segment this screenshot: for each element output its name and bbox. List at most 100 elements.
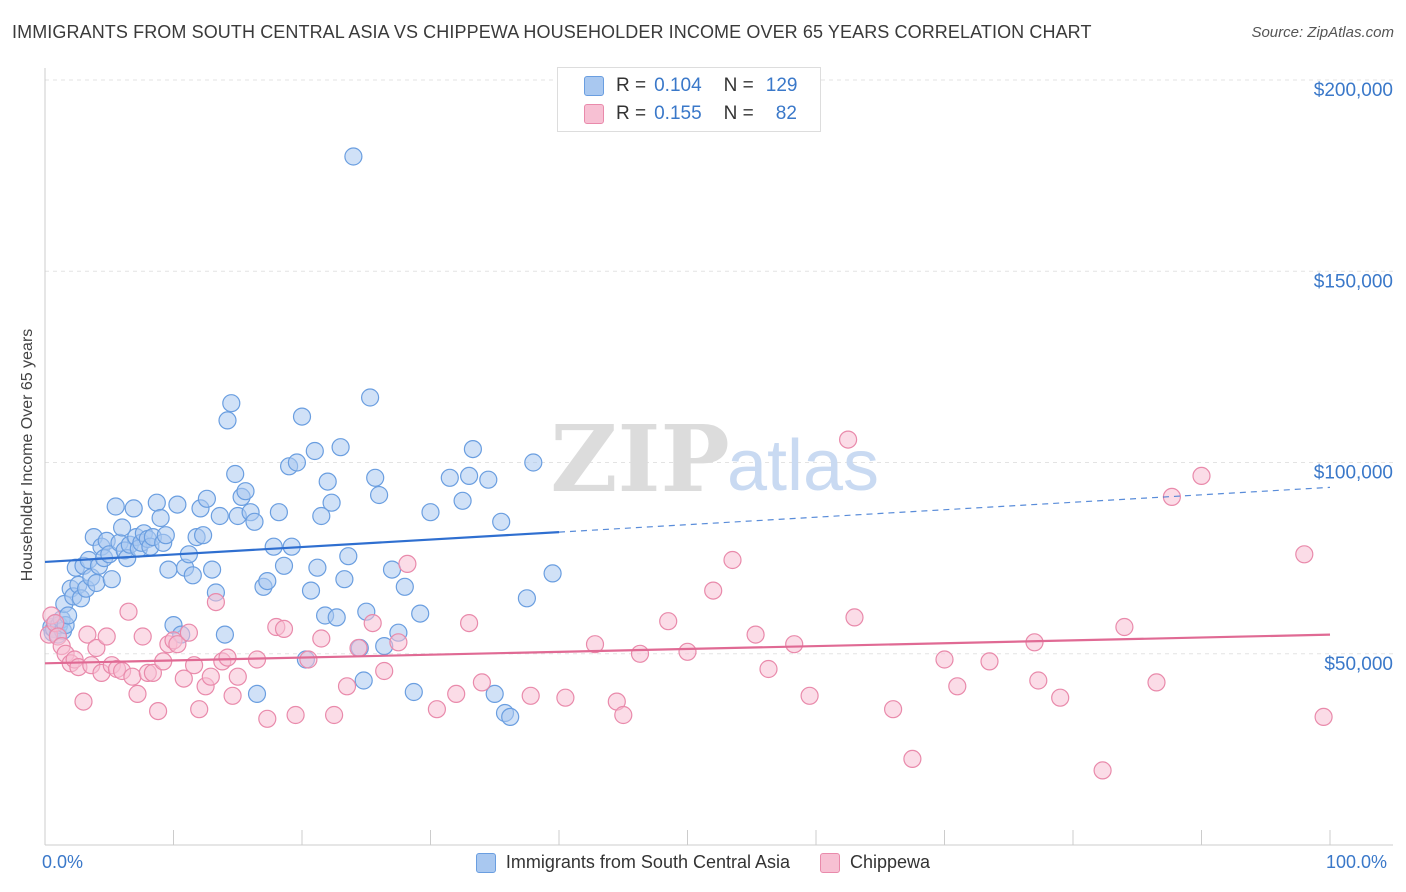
data-point-chippewa <box>389 633 408 652</box>
legend-label-south-central-asia: Immigrants from South Central Asia <box>505 852 791 872</box>
data-point-south-central-asia <box>485 684 504 704</box>
data-point-chippewa <box>883 700 903 719</box>
data-point-chippewa <box>74 692 93 711</box>
data-point-chippewa <box>948 677 967 696</box>
data-point-chippewa <box>299 650 318 669</box>
data-point-chippewa <box>349 638 368 658</box>
data-point-south-central-asia <box>247 684 267 704</box>
data-point-south-central-asia <box>203 560 222 579</box>
data-point-chippewa <box>325 705 344 725</box>
data-point-chippewa <box>630 644 650 663</box>
data-point-south-central-asia <box>159 560 178 579</box>
data-point-chippewa <box>1192 466 1211 485</box>
data-point-south-central-asia <box>218 411 237 430</box>
axes <box>44 68 1393 846</box>
trend-line-south-central-asia-extension <box>558 486 1331 533</box>
data-point-south-central-asia <box>501 707 520 727</box>
data-point-chippewa <box>678 642 697 661</box>
legend-swatch-blue <box>475 852 496 873</box>
data-point-chippewa <box>704 581 723 600</box>
data-point-chippewa <box>556 688 575 707</box>
data-point-south-central-asia <box>183 566 202 585</box>
data-point-south-central-asia <box>524 453 543 472</box>
watermark: ZIP atlas <box>550 405 879 513</box>
data-point-chippewa <box>223 686 242 705</box>
pink-swatch <box>584 104 604 124</box>
data-point-chippewa <box>1314 707 1333 727</box>
data-point-south-central-asia <box>331 438 350 457</box>
trend-line-south-central-asia <box>44 531 560 564</box>
data-point-south-central-asia <box>404 682 423 702</box>
data-point-south-central-asia <box>339 547 358 566</box>
data-point-chippewa <box>179 623 198 642</box>
legend-item-chippewa: Chippewa <box>820 852 930 873</box>
data-point-south-central-asia <box>322 493 341 512</box>
data-point-south-central-asia <box>197 489 216 508</box>
data-point-south-central-asia <box>366 468 385 487</box>
data-point-chippewa <box>785 635 804 654</box>
data-point-south-central-asia <box>222 394 241 413</box>
data-point-chippewa <box>128 684 147 704</box>
y-tick-label: $200,000 <box>1314 80 1393 101</box>
data-point-chippewa <box>375 661 394 681</box>
data-point-south-central-asia <box>168 495 187 514</box>
data-point-south-central-asia <box>395 577 414 596</box>
data-point-chippewa <box>363 613 382 633</box>
correlation-row-pink: R = 0.155 N = 82 <box>558 99 797 129</box>
n-label: N = <box>723 103 754 124</box>
data-point-south-central-asia <box>301 581 321 600</box>
data-point-chippewa <box>1051 688 1070 707</box>
data-point-south-central-asia <box>361 388 380 407</box>
y-tick-label: $150,000 <box>1314 271 1393 292</box>
data-point-south-central-asia <box>287 453 306 472</box>
correlation-legend: R = 0.104 N = 129 R = 0.155 N = 82 <box>557 67 821 132</box>
data-point-chippewa <box>206 592 225 612</box>
data-point-south-central-asia <box>335 570 354 589</box>
n-value: 129 <box>765 75 798 96</box>
data-point-chippewa <box>759 659 778 679</box>
data-point-south-central-asia <box>440 468 459 487</box>
legend-label-chippewa: Chippewa <box>850 852 931 872</box>
data-point-chippewa <box>168 635 187 654</box>
blue-swatch <box>584 76 604 96</box>
n-label: N = <box>723 75 754 96</box>
data-point-south-central-asia <box>245 512 264 531</box>
data-point-south-central-asia <box>492 512 511 531</box>
data-point-chippewa <box>286 705 305 725</box>
data-point-south-central-asia <box>382 560 402 579</box>
data-point-chippewa <box>119 602 138 621</box>
data-point-chippewa <box>723 550 742 570</box>
data-point-chippewa <box>228 667 247 686</box>
data-point-south-central-asia <box>463 440 482 459</box>
y-tick-label: $100,000 <box>1314 463 1393 484</box>
data-point-chippewa <box>143 663 162 683</box>
data-point-chippewa <box>258 709 277 728</box>
data-point-chippewa <box>838 430 858 449</box>
data-point-south-central-asia <box>327 608 346 627</box>
data-point-south-central-asia <box>194 526 213 545</box>
data-point-chippewa <box>78 625 97 644</box>
trend-line-chippewa <box>44 633 1331 665</box>
data-point-chippewa <box>903 749 922 769</box>
data-point-chippewa <box>190 700 209 719</box>
data-point-south-central-asia <box>370 485 389 505</box>
data-point-chippewa <box>447 684 466 704</box>
data-point-south-central-asia <box>264 537 283 556</box>
data-point-chippewa <box>800 686 819 705</box>
data-point-south-central-asia <box>543 564 562 583</box>
r-value: 0.155 <box>654 103 702 124</box>
data-point-south-central-asia <box>87 573 106 593</box>
data-point-south-central-asia <box>354 671 373 690</box>
legend-item-south-central-asia: Immigrants from South Central Asia <box>475 852 791 873</box>
data-point-chippewa <box>87 638 106 658</box>
data-point-chippewa <box>218 648 237 667</box>
data-point-chippewa <box>521 686 540 705</box>
data-point-south-central-asia <box>226 464 245 484</box>
data-point-chippewa <box>97 627 116 646</box>
n-value: 82 <box>775 103 797 124</box>
data-point-chippewa <box>274 619 294 639</box>
data-point-south-central-asia <box>124 499 143 518</box>
data-point-south-central-asia <box>453 491 472 510</box>
data-point-chippewa <box>427 700 446 719</box>
